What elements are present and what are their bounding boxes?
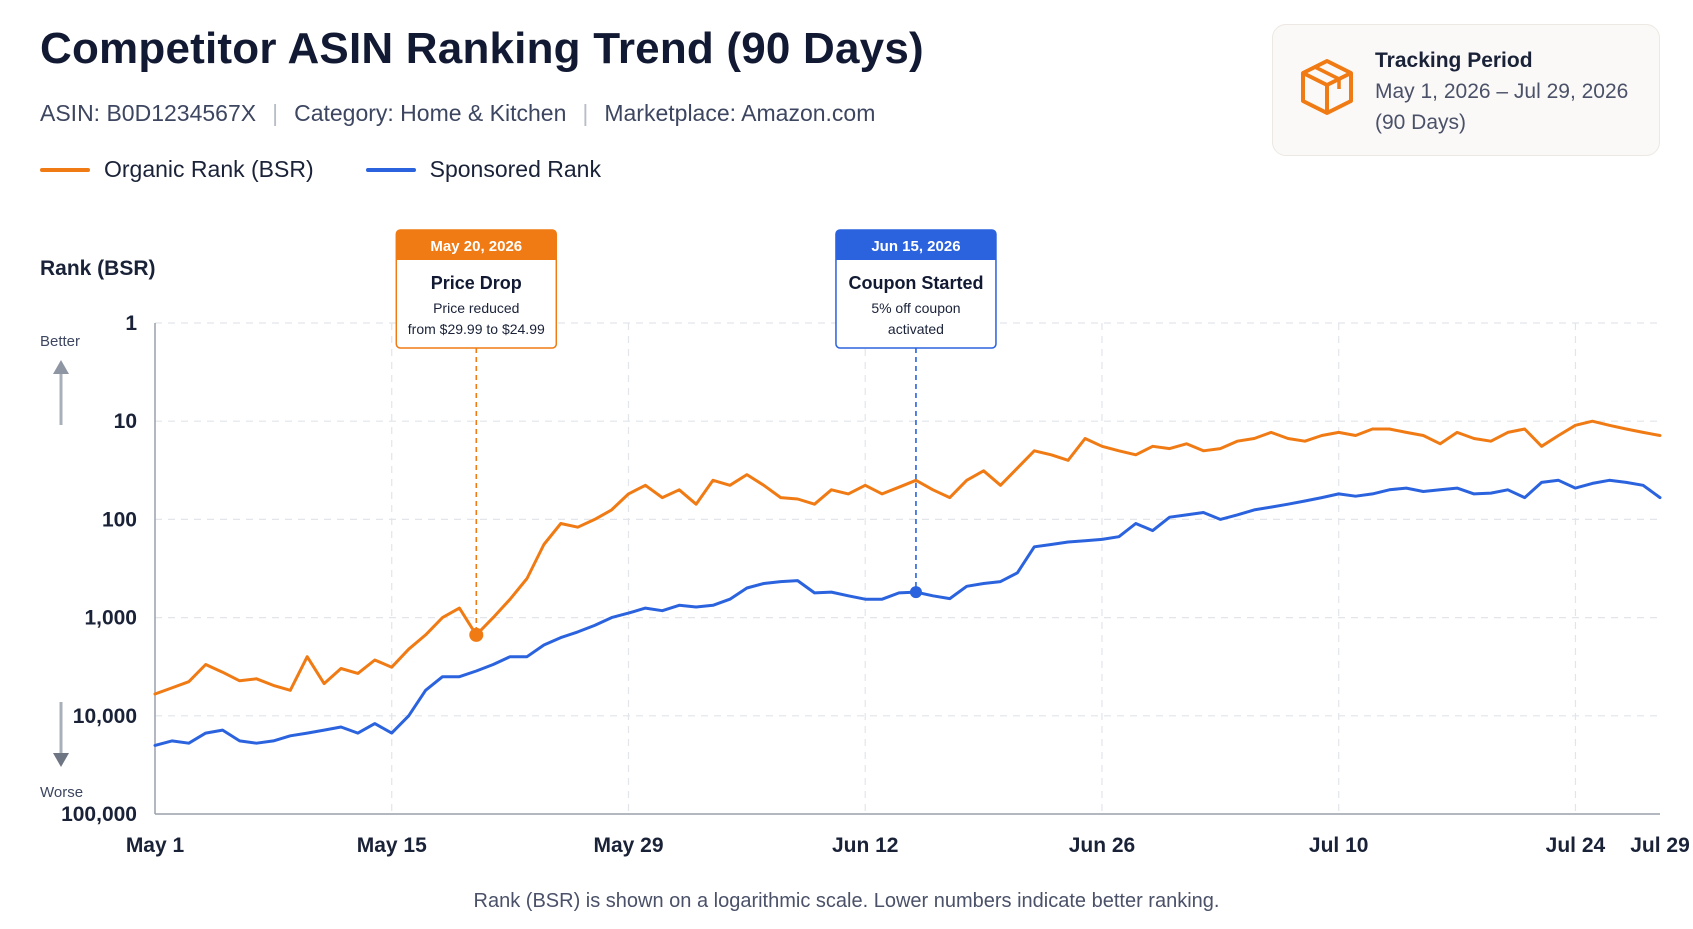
y-axis-title: Rank (BSR) [40,257,156,280]
arrow-down-icon [53,702,69,767]
better-label: Better [40,333,80,350]
y-tick-label: 100 [102,508,137,531]
series-lines [153,419,1662,747]
annotation-detail-line1: 5% off coupon [871,300,960,316]
annotation-date: May 20, 2026 [430,238,522,255]
x-tick-label: May 15 [357,834,427,857]
legend-item-organic[interactable]: Organic Rank (BSR) [40,156,314,183]
annotation-detail-line2: activated [888,321,944,337]
x-tick-label: Jun 26 [1069,834,1136,857]
x-tick-label: May 1 [126,834,185,857]
annotation-date: Jun 15, 2026 [871,238,960,255]
annotation-header [396,230,557,260]
annotation-coupon-started[interactable]: Jun 15, 2026 Coupon Started 5% off coupon a… [835,229,997,599]
y-tick-label: 1 [125,312,137,335]
chart-legend: Organic Rank (BSR) Sponsored Rank [40,156,653,183]
y-tick-label: 1,000 [84,607,137,630]
asin-label: ASIN: B0D1234567X [40,100,257,126]
page-title: Competitor ASIN Ranking Trend (90 Days) [40,24,924,73]
annotations: May 20, 2026 Price Drop Price reduced from … [395,229,997,642]
tracking-period-label: Tracking Period [1375,49,1533,72]
tracking-period-days: (90 Days) [1375,111,1467,134]
box-icon [1301,59,1353,115]
annotation-marker [469,627,484,642]
line-chart: 1 10 100 1,000 10,000 100,000 May 1 May 15 May 2… [40,229,1690,857]
annotation-detail-line2: from $29.99 to $24.99 [408,321,545,337]
tracking-period-range: May 1, 2026 – Jul 29, 2026 [1375,80,1629,103]
annotation-detail-line1: Price reduced [433,300,519,316]
series-line-organic [153,419,1662,696]
annotation-header [835,230,996,260]
worse-label: Worse [40,784,83,801]
x-tick-label: Jul 29 [1630,834,1690,857]
tracking-period-card: Tracking Period May 1, 2026 – Jul 29, 20… [1272,24,1660,156]
annotation-title: Coupon Started [848,273,983,293]
separator: | [272,100,279,126]
legend-swatch-sponsored [365,167,416,172]
category-label: Category: Home & Kitchen [294,100,567,126]
y-tick-label: 100,000 [61,803,137,826]
asin-info: ASIN: B0D1234567X | Category: Home & Kitch… [40,100,875,127]
legend-label-organic: Organic Rank (BSR) [104,156,314,182]
axes: 1 10 100 1,000 10,000 100,000 May 1 May 15 May 2… [40,257,1690,857]
y-tick-label: 10 [114,410,137,433]
legend-item-sponsored[interactable]: Sponsored Rank [365,156,601,183]
x-tick-label: Jun 12 [832,834,899,857]
legend-swatch-organic [40,167,90,172]
x-tick-label: Jul 24 [1546,834,1606,857]
y-tick-label: 10,000 [73,705,137,728]
grid [155,322,1660,814]
annotation-marker [909,586,922,599]
marketplace-label: Marketplace: Amazon.com [604,100,876,126]
x-tick-label: Jul 10 [1309,834,1369,857]
annotation-price-drop[interactable]: May 20, 2026 Price Drop Price reduced from … [395,229,558,642]
x-tick-label: May 29 [593,834,663,857]
legend-label-sponsored: Sponsored Rank [429,156,601,182]
annotation-title: Price Drop [431,273,522,293]
arrow-up-icon [53,360,69,425]
series-line-sponsored [153,478,1662,747]
footnote: Rank (BSR) is shown on a logarithmic sca… [473,890,1220,912]
separator: | [582,100,589,126]
